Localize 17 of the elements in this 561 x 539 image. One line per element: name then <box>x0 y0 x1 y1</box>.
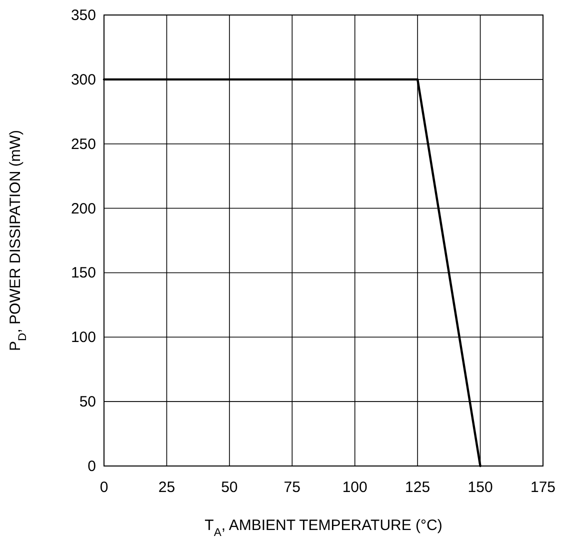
x-tick-label: 150 <box>468 479 493 496</box>
x-tick-label: 25 <box>158 479 176 496</box>
x-tick-label: 75 <box>284 479 300 496</box>
y-tick-label: 300 <box>70 71 96 88</box>
x-tick-label: 175 <box>530 479 556 496</box>
x-axis-title: T$_{A}$, AMBIENT TEMPERATURE (°C) <box>204 517 442 539</box>
x-tick-label: 50 <box>221 479 238 496</box>
y-tick-label: 150 <box>70 264 96 282</box>
y-tick-label: 200 <box>70 200 96 218</box>
y-tick-label: 350 <box>70 7 96 24</box>
y-tick-label: 100 <box>70 329 96 346</box>
x-tick-label: 100 <box>342 479 368 496</box>
x-tick-label: 125 <box>405 479 430 496</box>
y-tick-label: 250 <box>70 136 96 153</box>
y-tick-label: 0 <box>88 458 96 475</box>
x-tick-label: 0 <box>100 479 108 496</box>
y-tick-label: 50 <box>79 394 96 411</box>
